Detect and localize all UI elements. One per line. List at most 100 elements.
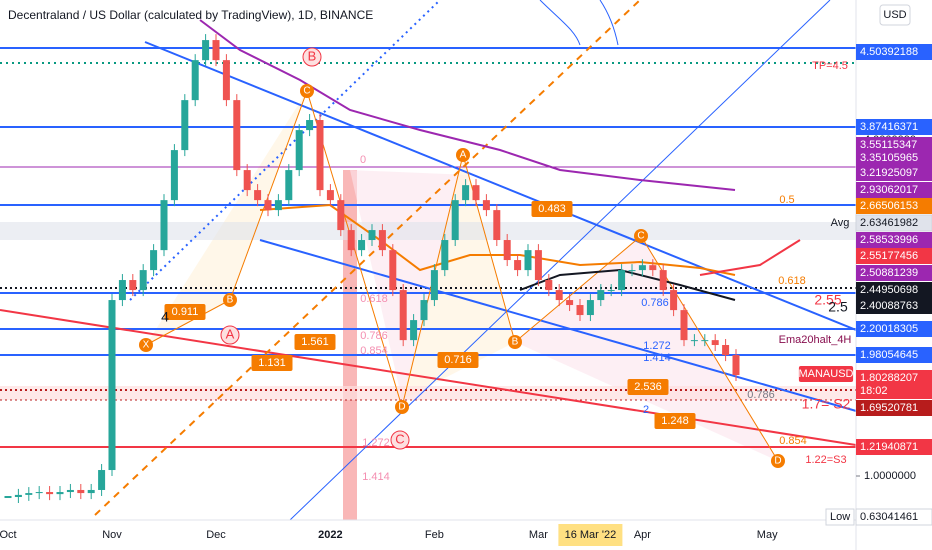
- trend-line: [289, 0, 831, 520]
- point-label: X: [143, 340, 150, 351]
- candle: [482, 200, 490, 211]
- candle: [628, 270, 636, 272]
- point-marker: [456, 148, 470, 162]
- annotation: Ema20halt_4H: [779, 334, 852, 346]
- candle: [462, 185, 470, 201]
- candle: [264, 200, 272, 211]
- annotation: Avg: [831, 217, 850, 229]
- point-label: D: [398, 402, 405, 413]
- x-tick-label: Feb: [425, 529, 444, 541]
- x-tick-label: Nov: [102, 529, 122, 541]
- crosshair-label: 16 Mar '22: [565, 529, 617, 541]
- price-tag: 2.44950698: [860, 284, 918, 296]
- x-tick-label: Oct: [0, 529, 17, 541]
- price-tag: 2.63461982: [860, 217, 918, 229]
- candle: [4, 496, 12, 499]
- candle: [638, 265, 646, 271]
- candles: [4, 34, 740, 504]
- candle: [25, 493, 33, 495]
- annotation: 2: [643, 404, 649, 416]
- price-tag: 1.69520781: [860, 402, 918, 414]
- candle: [670, 290, 678, 311]
- chart-title: Decentraland / US Dollar (calculated by …: [8, 8, 373, 22]
- point-label: B: [512, 337, 519, 348]
- candle: [358, 240, 366, 251]
- point-label: B: [227, 295, 234, 306]
- point-marker: [300, 84, 314, 98]
- x-tick-label: Apr: [634, 529, 651, 541]
- annotation: 0.618: [360, 293, 388, 305]
- freehand: [599, 0, 619, 46]
- candle: [98, 470, 106, 490]
- annotation: 0.483: [538, 203, 566, 215]
- annotation: 2.5: [828, 299, 848, 315]
- price-tag: 0.63041461: [860, 511, 918, 523]
- price-tag: 2.40088763: [860, 300, 918, 312]
- candle: [430, 270, 438, 301]
- candle: [150, 250, 158, 271]
- x-tick-label: May: [757, 529, 778, 541]
- price-tag: 3.87416371: [860, 121, 918, 133]
- wave-label: B: [308, 48, 317, 63]
- price-tag: 2.55177456: [860, 250, 918, 262]
- candle: [254, 190, 262, 201]
- candle: [534, 250, 542, 281]
- candle: [690, 340, 698, 342]
- point-label: C: [637, 231, 644, 242]
- annotation: 0.786: [641, 297, 669, 309]
- annotation: 2.55: [814, 292, 841, 308]
- candle: [389, 250, 397, 291]
- candle: [649, 265, 657, 271]
- drawings: [0, 0, 856, 520]
- candle: [191, 60, 199, 101]
- pattern-shade: [402, 155, 515, 400]
- candle: [607, 290, 615, 292]
- avg-band: [0, 222, 856, 240]
- annotation-box: [251, 355, 293, 371]
- price-tag-bg: [856, 282, 932, 298]
- candle: [472, 185, 480, 201]
- candle: [347, 230, 355, 251]
- currency-label[interactable]: USD: [883, 9, 906, 21]
- candle: [576, 305, 584, 316]
- candle: [316, 120, 324, 191]
- candle: [680, 310, 688, 341]
- candle: [597, 290, 605, 301]
- wave-marker: [390, 430, 410, 450]
- point-marker: [139, 338, 153, 352]
- candle: [233, 100, 241, 171]
- price-tag-bg: [856, 370, 932, 386]
- candle: [181, 100, 189, 151]
- annotation: 1.22=S3: [805, 454, 846, 466]
- wave-marker: [302, 47, 322, 67]
- price-tag-bg: [856, 198, 932, 214]
- moving-average: [199, 19, 736, 191]
- annotation-box: [531, 201, 573, 217]
- annotation: 0.911: [172, 306, 199, 318]
- candle: [618, 270, 626, 291]
- x-tick-label: 2022: [318, 529, 342, 541]
- annotation: 0.854: [360, 345, 388, 357]
- candle: [118, 280, 126, 301]
- price-tag-bg: [856, 298, 932, 314]
- price-tag-bg: [855, 508, 932, 526]
- candle: [108, 300, 116, 471]
- point-marker: [634, 229, 648, 243]
- annotation: 0: [360, 154, 366, 166]
- candle: [326, 190, 334, 201]
- candle: [222, 60, 230, 101]
- price-tag-bg: [856, 248, 932, 264]
- annotation-box: [627, 379, 669, 395]
- annotation: 1.414: [362, 471, 390, 483]
- annotation: 2.536: [634, 381, 662, 393]
- price-tag: 4.50392188: [860, 46, 918, 58]
- annotation-box: [798, 366, 854, 382]
- ema-line: [699, 239, 801, 276]
- annotation: 0.716: [444, 354, 472, 366]
- currency-button[interactable]: [879, 4, 911, 26]
- candle: [14, 494, 22, 498]
- candle: [170, 150, 178, 201]
- zone-band: [0, 386, 856, 400]
- annotation: 0.854: [779, 435, 807, 447]
